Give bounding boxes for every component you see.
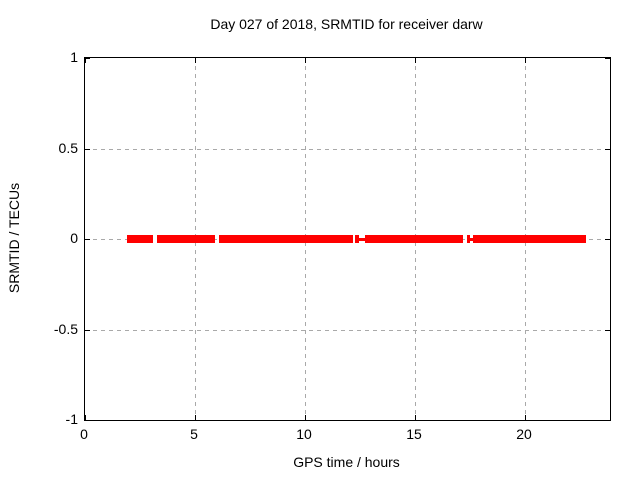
data-segment: [473, 235, 586, 243]
data-segment: [365, 235, 463, 243]
y-tick-label: 1: [70, 49, 78, 65]
x-tick-mark: [305, 58, 306, 63]
y-tick-mark: [85, 239, 90, 240]
y-tick-mark: [85, 149, 90, 150]
data-segment: [219, 235, 353, 243]
y-tick-mark: [85, 330, 90, 331]
gridline-horizontal: [85, 330, 610, 331]
data-segment: [470, 238, 473, 241]
data-segment: [127, 235, 153, 243]
x-tick-mark: [195, 58, 196, 63]
y-tick-mark: [605, 330, 610, 331]
x-tick-mark: [415, 58, 416, 63]
plot-area: [84, 57, 611, 421]
data-segment: [355, 235, 359, 243]
x-tick-mark: [525, 58, 526, 63]
y-tick-mark: [605, 239, 610, 240]
x-tick-mark: [305, 415, 306, 420]
x-tick-mark: [195, 415, 196, 420]
chart-title: Day 027 of 2018, SRMTID for receiver dar…: [210, 16, 483, 32]
data-segment: [467, 235, 470, 243]
data-segment: [359, 238, 365, 241]
y-tick-label: 0.5: [58, 140, 78, 156]
y-tick-mark: [605, 420, 610, 421]
y-tick-label: 0: [70, 230, 78, 246]
x-tick-label: 0: [80, 426, 88, 442]
y-tick-mark: [85, 420, 90, 421]
x-tick-mark: [85, 415, 86, 420]
x-tick-mark: [85, 58, 86, 63]
x-tick-label: 20: [516, 426, 532, 442]
x-tick-label: 10: [296, 426, 312, 442]
x-tick-label: 5: [190, 426, 198, 442]
data-segment: [157, 235, 215, 243]
x-tick-mark: [525, 415, 526, 420]
y-tick-mark: [605, 58, 610, 59]
x-tick-label: 15: [406, 426, 422, 442]
x-tick-mark: [415, 415, 416, 420]
y-tick-label: -1: [65, 411, 78, 427]
gridline-horizontal: [85, 149, 610, 150]
y-axis-label: SRMTID / TECUs: [6, 182, 22, 294]
y-tick-mark: [605, 149, 610, 150]
y-tick-mark: [85, 58, 90, 59]
x-axis-label: GPS time / hours: [293, 454, 400, 470]
y-tick-label: -0.5: [53, 321, 78, 337]
